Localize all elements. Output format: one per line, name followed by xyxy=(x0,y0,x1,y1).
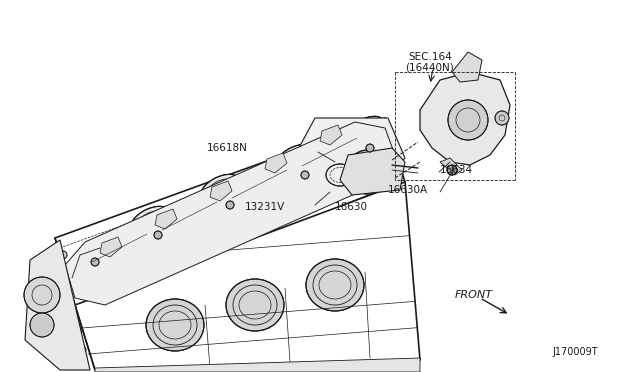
Polygon shape xyxy=(95,358,420,372)
Text: 16630: 16630 xyxy=(335,202,368,212)
Polygon shape xyxy=(295,118,405,185)
Polygon shape xyxy=(320,125,342,145)
Ellipse shape xyxy=(326,164,354,186)
Text: SEC.164: SEC.164 xyxy=(408,52,452,62)
Circle shape xyxy=(30,313,54,337)
Polygon shape xyxy=(100,237,122,257)
Polygon shape xyxy=(155,209,177,229)
Ellipse shape xyxy=(124,230,136,240)
Ellipse shape xyxy=(226,279,284,331)
Ellipse shape xyxy=(346,116,385,144)
Circle shape xyxy=(74,326,82,334)
Ellipse shape xyxy=(131,206,170,234)
Ellipse shape xyxy=(193,200,207,210)
Text: FRONT: FRONT xyxy=(455,290,493,300)
Circle shape xyxy=(226,201,234,209)
Polygon shape xyxy=(452,52,482,82)
Polygon shape xyxy=(440,158,462,175)
Circle shape xyxy=(68,306,76,314)
Ellipse shape xyxy=(200,174,239,202)
Text: (16440N): (16440N) xyxy=(406,63,454,73)
Polygon shape xyxy=(210,181,232,201)
Polygon shape xyxy=(420,72,510,165)
Text: 13231V: 13231V xyxy=(244,202,285,212)
Circle shape xyxy=(495,111,509,125)
Circle shape xyxy=(64,276,72,284)
Text: 16634: 16634 xyxy=(440,165,473,175)
Circle shape xyxy=(59,251,67,259)
Circle shape xyxy=(346,150,390,194)
Polygon shape xyxy=(340,148,405,195)
Text: J170009T: J170009T xyxy=(552,347,598,357)
Circle shape xyxy=(301,171,309,179)
Circle shape xyxy=(24,277,60,313)
Circle shape xyxy=(91,258,99,266)
Ellipse shape xyxy=(340,134,376,163)
Ellipse shape xyxy=(333,140,346,150)
Circle shape xyxy=(447,165,457,175)
Polygon shape xyxy=(265,153,287,173)
Circle shape xyxy=(154,231,162,239)
Circle shape xyxy=(366,144,374,152)
Circle shape xyxy=(78,346,86,354)
Ellipse shape xyxy=(146,299,204,351)
Ellipse shape xyxy=(276,144,314,171)
Text: 16630A: 16630A xyxy=(388,185,428,195)
Ellipse shape xyxy=(264,170,276,180)
Circle shape xyxy=(448,100,488,140)
Polygon shape xyxy=(65,122,395,305)
Text: 16618N: 16618N xyxy=(207,143,248,153)
Ellipse shape xyxy=(306,259,364,311)
Polygon shape xyxy=(25,240,90,370)
